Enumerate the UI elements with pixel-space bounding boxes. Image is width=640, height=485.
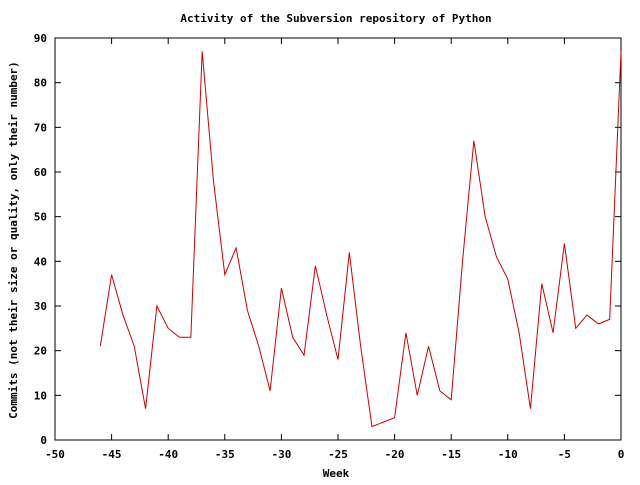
y-axis: 0 10 20 30 40 50 60 70 80 90: [34, 32, 621, 447]
y-tick-label: 20: [34, 345, 47, 358]
x-axis-label: Week: [323, 467, 350, 480]
y-tick-label: 10: [34, 389, 47, 402]
y-tick-label: 70: [34, 121, 47, 134]
x-tick-label: -15: [441, 448, 461, 461]
series-line: [99, 51, 622, 428]
series-layer: [99, 51, 622, 428]
y-axis-label: Commits (not their size or quality, only…: [7, 61, 20, 419]
x-tick-label: -5: [558, 448, 571, 461]
y-tick-label: 40: [34, 255, 47, 268]
y-tick-label: 30: [34, 300, 47, 313]
y-tick-label: 0: [40, 434, 47, 447]
x-tick-label: -10: [498, 448, 518, 461]
x-axis: -50 -45 -40 -35 -30 -25 -20 -15 -10 -5 0: [45, 38, 624, 461]
y-tick-label: 90: [34, 32, 47, 45]
x-tick-label: -50: [45, 448, 65, 461]
x-tick-label: 0: [618, 448, 625, 461]
y-tick-label: 80: [34, 77, 47, 90]
chart-title: Activity of the Subversion repository of…: [180, 12, 491, 25]
x-tick-label: -25: [328, 448, 348, 461]
x-tick-label: -20: [385, 448, 405, 461]
x-tick-label: -30: [271, 448, 291, 461]
x-tick-label: -40: [158, 448, 178, 461]
x-tick-label: -35: [215, 448, 235, 461]
y-tick-label: 50: [34, 211, 47, 224]
y-tick-label: 60: [34, 166, 47, 179]
x-tick-label: -45: [102, 448, 122, 461]
